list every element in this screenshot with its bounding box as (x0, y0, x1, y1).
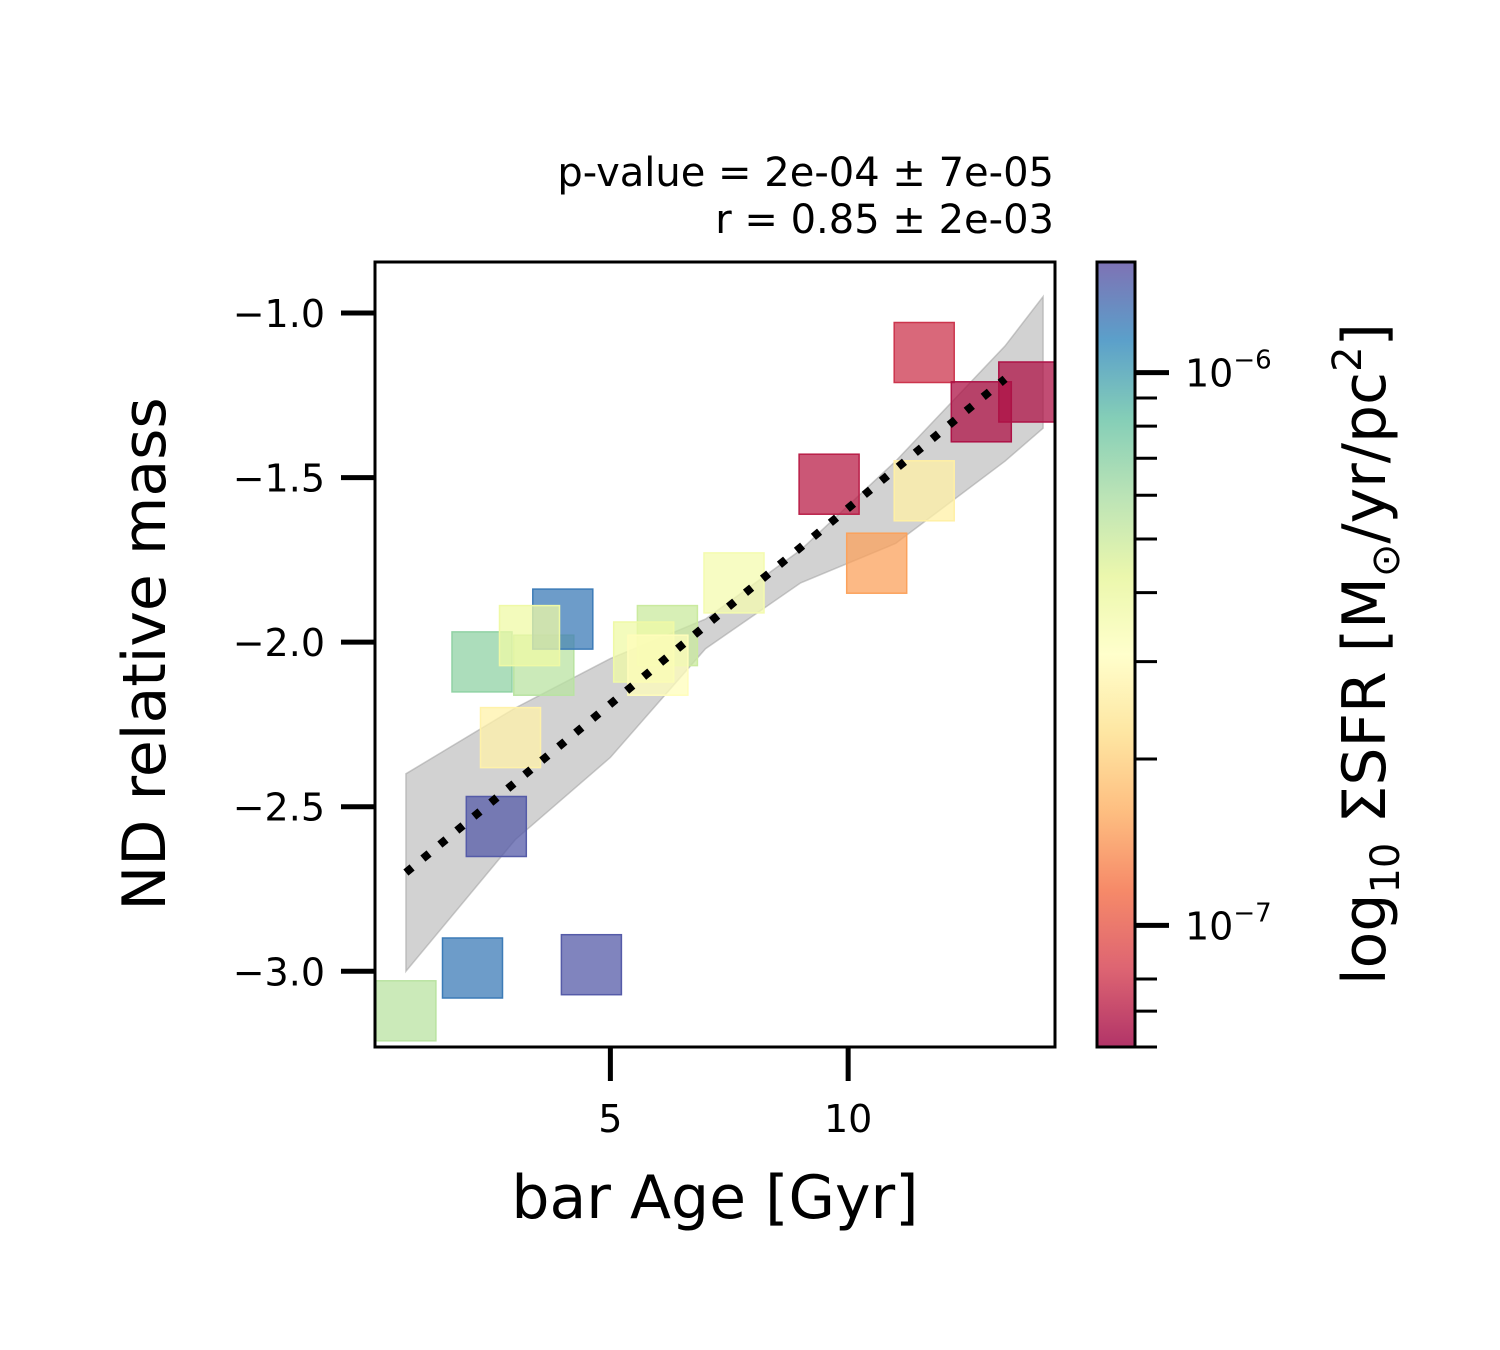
data-point (845, 532, 908, 594)
colorbar-label-unit: /yr/pc (1330, 372, 1400, 544)
colorbar-label-end: ] (1330, 323, 1400, 346)
scatter-points (375, 321, 1055, 1042)
colorbar: 10−7 10−6 log10 ΣSFR [M⊙/yr/pc2] (1095, 260, 1409, 1049)
plot-frame (373, 260, 1057, 1049)
data-point (498, 604, 561, 667)
data-point (441, 937, 504, 999)
colorbar-ticks: 10−7 10−6 (1135, 346, 1272, 1049)
colorbar-label-base: log (1330, 894, 1400, 985)
colorbar-label-mid: ΣSFR [M (1330, 577, 1400, 843)
y-axis: −1.0 −1.5 −2.0 −2.5 −3.0 (233, 292, 375, 994)
data-point (375, 980, 437, 1042)
y-tick-label: −3.0 (233, 950, 325, 994)
data-point (560, 933, 623, 996)
colorbar-gradient (1097, 262, 1135, 1047)
colorbar-label: log10 ΣSFR [M⊙/yr/pc2] (1325, 323, 1409, 985)
r-annotation: r = 0.85 ± 2e-03 (715, 197, 1054, 243)
data-point (479, 706, 542, 769)
data-point (893, 460, 955, 522)
p-value-annotation: p-value = 2e-04 ± 7e-05 (557, 150, 1054, 196)
colorbar-label-odot: ⊙ (1363, 544, 1409, 578)
colorbar-tick-label: 10−7 (1185, 898, 1272, 948)
y-tick-label: −2.0 (233, 621, 325, 665)
data-point (465, 795, 528, 858)
data-point (893, 321, 955, 384)
x-tick-label: 10 (824, 1097, 872, 1141)
colorbar-frame (1095, 260, 1137, 1049)
x-tick-label: 5 (598, 1097, 622, 1141)
plot-area (375, 294, 1055, 1042)
colorbar-tick-label: 10−6 (1185, 346, 1272, 396)
x-axis: 5 10 (598, 1047, 872, 1141)
y-tick-label: −1.0 (233, 292, 325, 336)
x-axis-label: bar Age [Gyr] (511, 1163, 918, 1233)
data-point (950, 381, 1013, 443)
colorbar-label-subscript: 10 (1363, 843, 1409, 894)
colorbar-label-superscript: 2 (1325, 346, 1371, 371)
data-point (532, 588, 594, 650)
y-tick-label: −1.5 (233, 457, 325, 501)
y-axis-label: ND relative mass (110, 397, 180, 910)
y-tick-label: −2.5 (233, 786, 325, 830)
